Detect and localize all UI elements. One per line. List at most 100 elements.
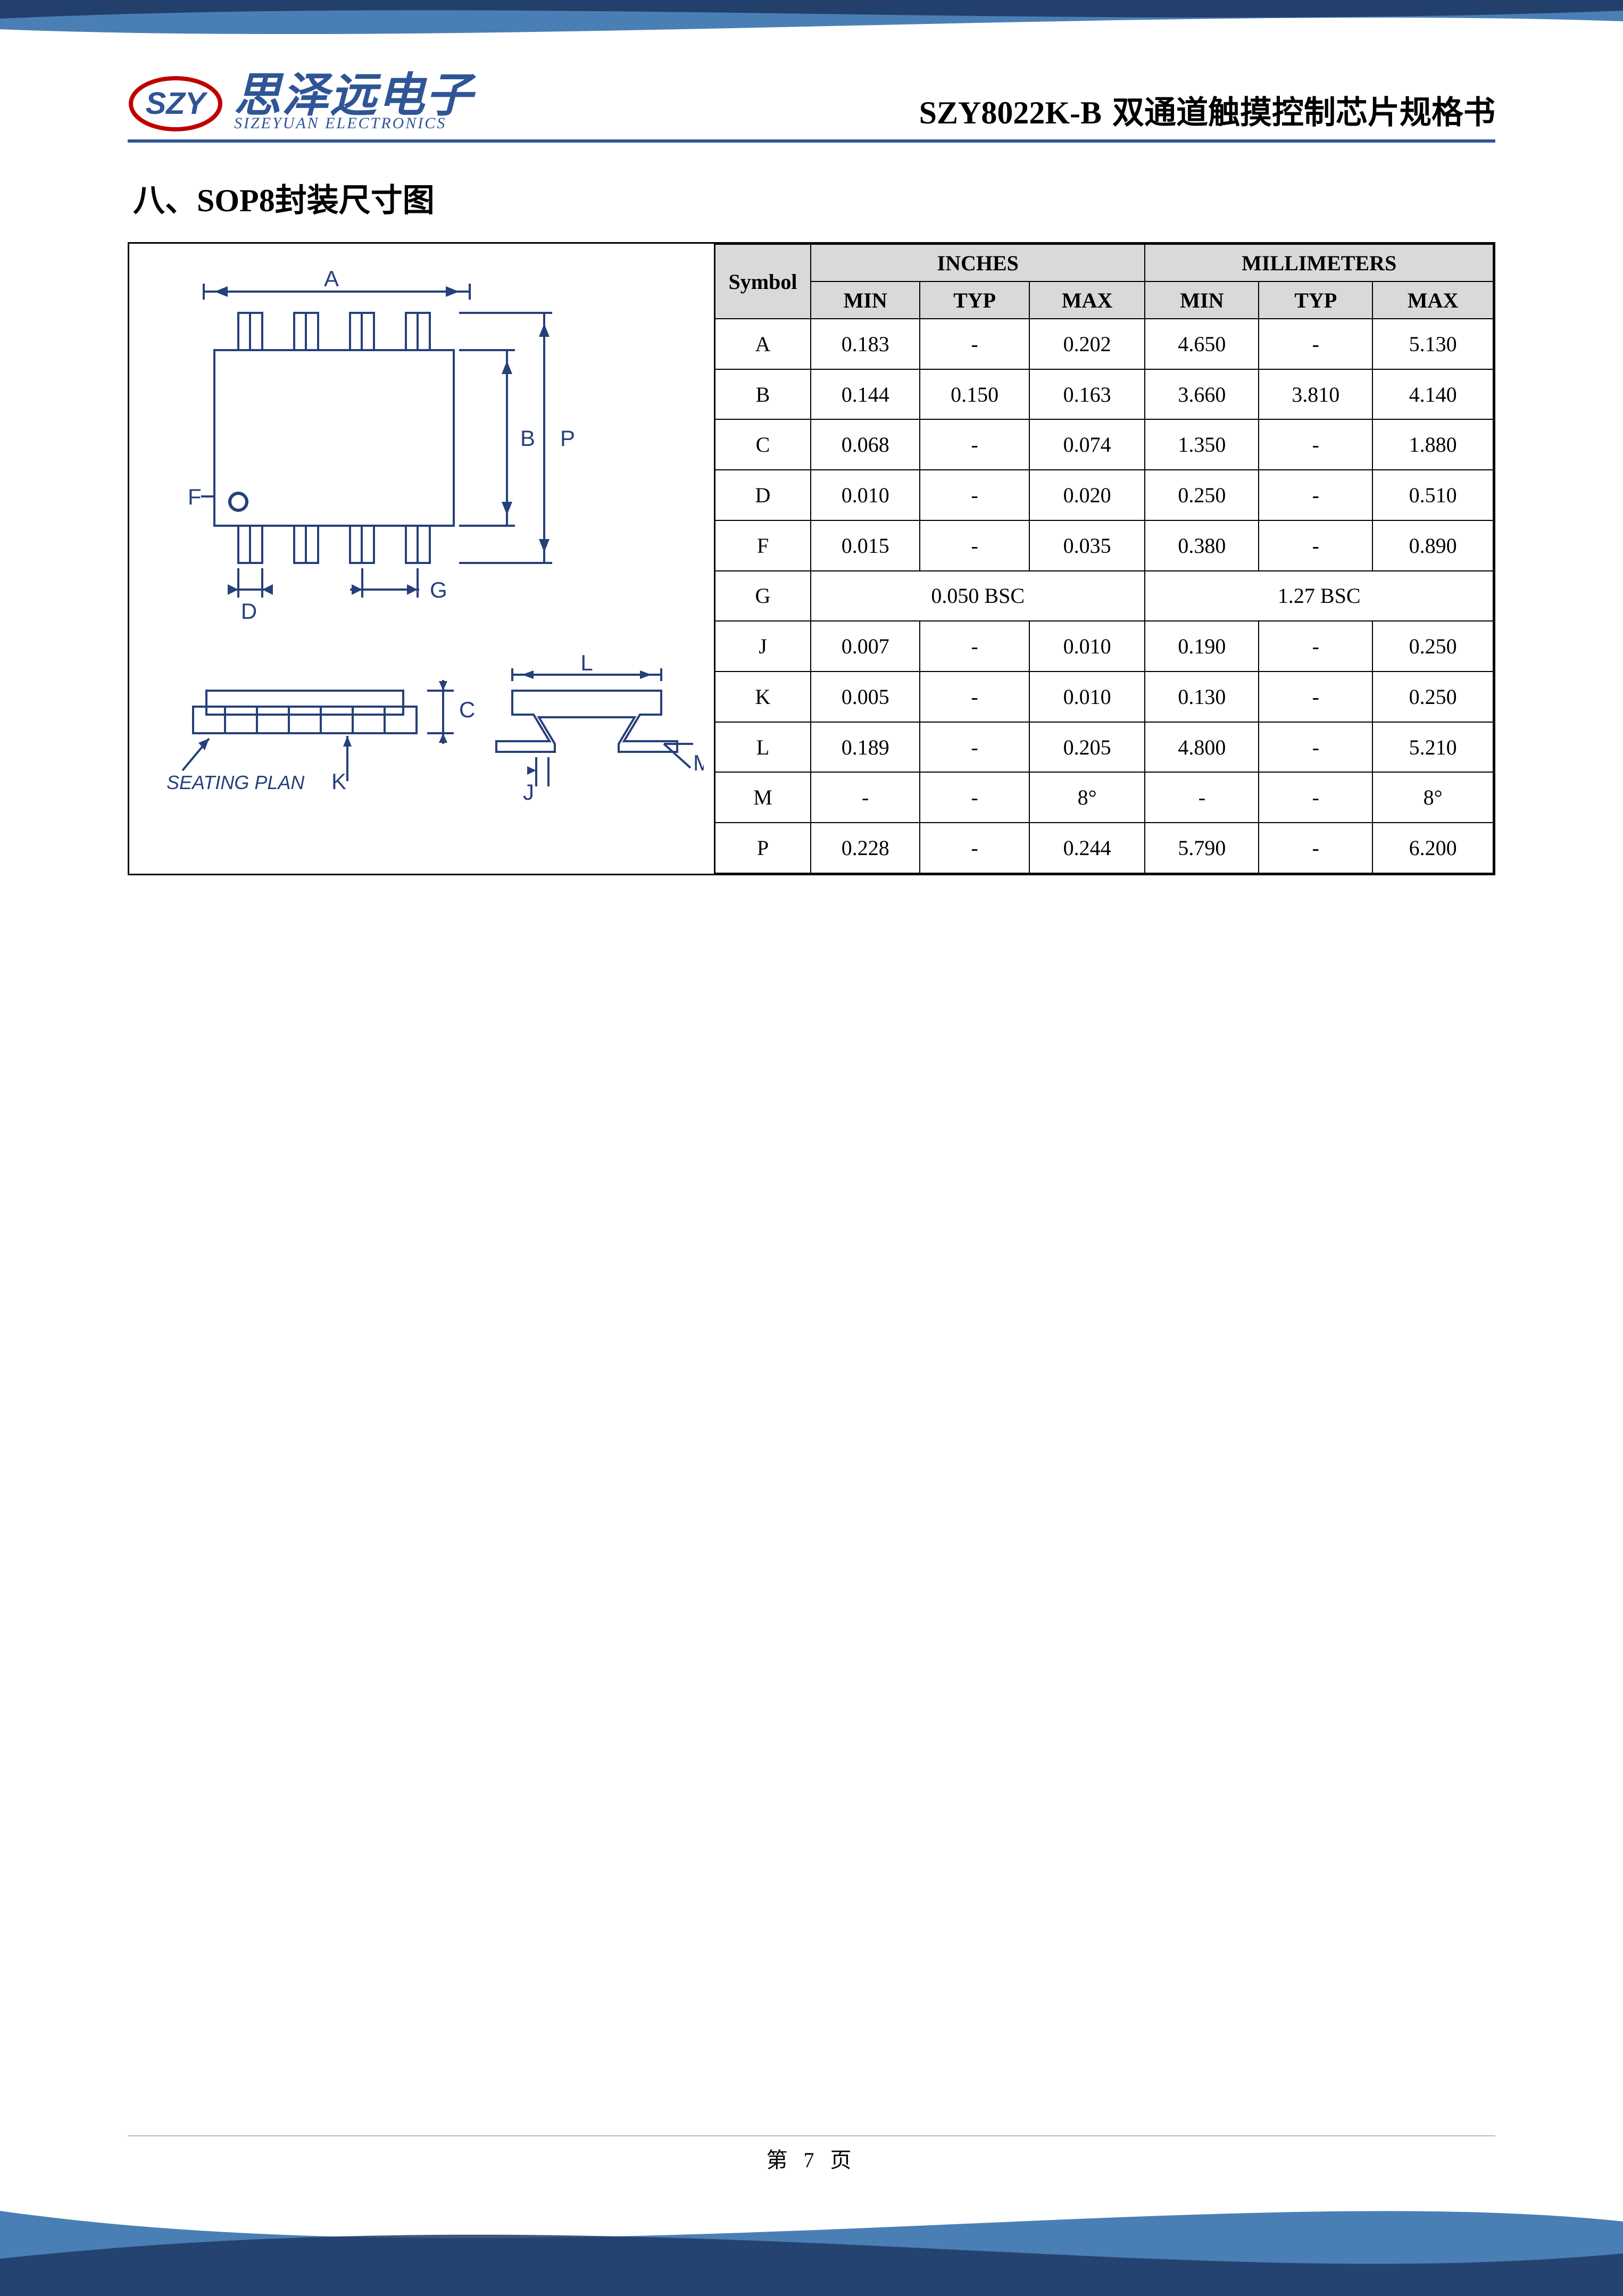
cell-mm-min: 0.190 xyxy=(1145,621,1259,672)
cell-mm-max: 1.880 xyxy=(1372,419,1493,470)
cell-mm-min: 4.800 xyxy=(1145,722,1259,773)
cell-in-typ: - xyxy=(920,520,1029,571)
dim-label-M: M xyxy=(693,750,704,775)
table-row: B0.1440.1500.1633.6603.8104.140 xyxy=(715,369,1493,420)
cell-mm-typ: - xyxy=(1259,772,1372,823)
dim-label-K: K xyxy=(331,769,346,794)
cell-mm-min: - xyxy=(1145,772,1259,823)
cell-in-typ: - xyxy=(920,823,1029,873)
cell-sym: M xyxy=(715,772,811,823)
dimension-table: Symbol INCHES MILLIMETERS MIN TYP MAX MI… xyxy=(714,244,1494,874)
cell-in-min: 0.010 xyxy=(811,470,920,520)
table-row: C0.068-0.0741.350-1.880 xyxy=(715,419,1493,470)
cell-sym: C xyxy=(715,419,811,470)
cell-in-max: 0.010 xyxy=(1029,621,1145,672)
th-mm-min: MIN xyxy=(1145,281,1259,319)
cell-in-max: 0.074 xyxy=(1029,419,1145,470)
cell-sym: L xyxy=(715,722,811,773)
dim-label-L: L xyxy=(580,650,593,675)
cell-mm-typ: - xyxy=(1259,672,1372,722)
cell-in-min: - xyxy=(811,772,920,823)
cell-mm-span: 1.27 BSC xyxy=(1145,571,1493,621)
dim-label-P: P xyxy=(560,426,575,451)
cell-mm-typ: - xyxy=(1259,722,1372,773)
table-row: D0.010-0.0200.250-0.510 xyxy=(715,470,1493,520)
cell-mm-max: 0.510 xyxy=(1372,470,1493,520)
cell-in-typ: 0.150 xyxy=(920,369,1029,420)
cell-in-typ: - xyxy=(920,419,1029,470)
cell-mm-typ: - xyxy=(1259,419,1372,470)
dim-label-G: G xyxy=(430,577,447,602)
cell-in-min: 0.189 xyxy=(811,722,920,773)
cell-sym: J xyxy=(715,621,811,672)
cell-in-min: 0.015 xyxy=(811,520,920,571)
th-mm-max: MAX xyxy=(1372,281,1493,319)
cell-sym: A xyxy=(715,319,811,369)
cell-in-max: 0.163 xyxy=(1029,369,1145,420)
page-number: 第 7 页 xyxy=(0,2143,1623,2174)
th-in-max: MAX xyxy=(1029,281,1145,319)
company-logo: SZY 思泽远电子 SIZEYUAN ELECTRONICS xyxy=(128,74,473,133)
seating-plan-label: SEATING PLAN xyxy=(167,772,305,793)
document-title: SZY8022K-B 双通道触摸控制芯片规格书 xyxy=(919,87,1495,133)
table-row: J0.007-0.0100.190-0.250 xyxy=(715,621,1493,672)
cell-in-min: 0.144 xyxy=(811,369,920,420)
cell-in-min: 0.228 xyxy=(811,823,920,873)
cell-in-max: 0.244 xyxy=(1029,823,1145,873)
th-symbol: Symbol xyxy=(715,244,811,319)
cell-in-typ: - xyxy=(920,470,1029,520)
cell-mm-max: 6.200 xyxy=(1372,823,1493,873)
th-inches: INCHES xyxy=(811,244,1145,281)
table-row: F0.015-0.0350.380-0.890 xyxy=(715,520,1493,571)
cell-in-min: 0.005 xyxy=(811,672,920,722)
cell-mm-typ: - xyxy=(1259,823,1372,873)
cell-mm-typ: - xyxy=(1259,319,1372,369)
cell-in-max: 0.020 xyxy=(1029,470,1145,520)
footer-rule xyxy=(128,2135,1495,2136)
dim-label-C: C xyxy=(459,697,475,722)
cell-in-max: 8° xyxy=(1029,772,1145,823)
dim-label-J: J xyxy=(523,780,534,805)
th-in-typ: TYP xyxy=(920,281,1029,319)
dim-label-B: B xyxy=(520,426,535,451)
th-in-min: MIN xyxy=(811,281,920,319)
cell-in-typ: - xyxy=(920,672,1029,722)
cell-mm-min: 0.250 xyxy=(1145,470,1259,520)
cell-mm-min: 1.350 xyxy=(1145,419,1259,470)
cell-mm-max: 8° xyxy=(1372,772,1493,823)
cell-mm-max: 4.140 xyxy=(1372,369,1493,420)
cell-in-min: 0.068 xyxy=(811,419,920,470)
dim-label-A: A xyxy=(324,266,339,291)
cell-mm-max: 5.130 xyxy=(1372,319,1493,369)
table-row: K0.005-0.0100.130-0.250 xyxy=(715,672,1493,722)
cell-mm-min: 0.130 xyxy=(1145,672,1259,722)
cell-sym: F xyxy=(715,520,811,571)
table-row: G0.050 BSC1.27 BSC xyxy=(715,571,1493,621)
cell-in-typ: - xyxy=(920,319,1029,369)
cell-sym: D xyxy=(715,470,811,520)
table-row: M--8°--8° xyxy=(715,772,1493,823)
cell-in-typ: - xyxy=(920,621,1029,672)
cell-sym: K xyxy=(715,672,811,722)
dim-label-F: F xyxy=(188,484,202,509)
table-row: A0.183-0.2024.650-5.130 xyxy=(715,319,1493,369)
dim-label-D: D xyxy=(241,599,257,624)
logo-en-text: SIZEYUAN ELECTRONICS xyxy=(234,114,473,132)
cell-mm-max: 0.250 xyxy=(1372,672,1493,722)
cell-mm-typ: 3.810 xyxy=(1259,369,1372,420)
section-heading: 八、SOP8封装尺寸图 xyxy=(133,175,1495,221)
cell-mm-min: 3.660 xyxy=(1145,369,1259,420)
cell-in-max: 0.205 xyxy=(1029,722,1145,773)
logo-monogram-icon: SZY xyxy=(128,74,223,133)
cell-mm-max: 0.250 xyxy=(1372,621,1493,672)
cell-in-max: 0.035 xyxy=(1029,520,1145,571)
cell-in-min: 0.183 xyxy=(811,319,920,369)
cell-in-span: 0.050 BSC xyxy=(811,571,1145,621)
cell-mm-min: 5.790 xyxy=(1145,823,1259,873)
cell-mm-typ: - xyxy=(1259,470,1372,520)
cell-in-max: 0.010 xyxy=(1029,672,1145,722)
th-mm: MILLIMETERS xyxy=(1145,244,1493,281)
cell-mm-typ: - xyxy=(1259,621,1372,672)
logo-cn-text: 思泽远电子 xyxy=(234,75,473,117)
page-header: SZY 思泽远电子 SIZEYUAN ELECTRONICS SZY8022K-… xyxy=(128,74,1495,143)
